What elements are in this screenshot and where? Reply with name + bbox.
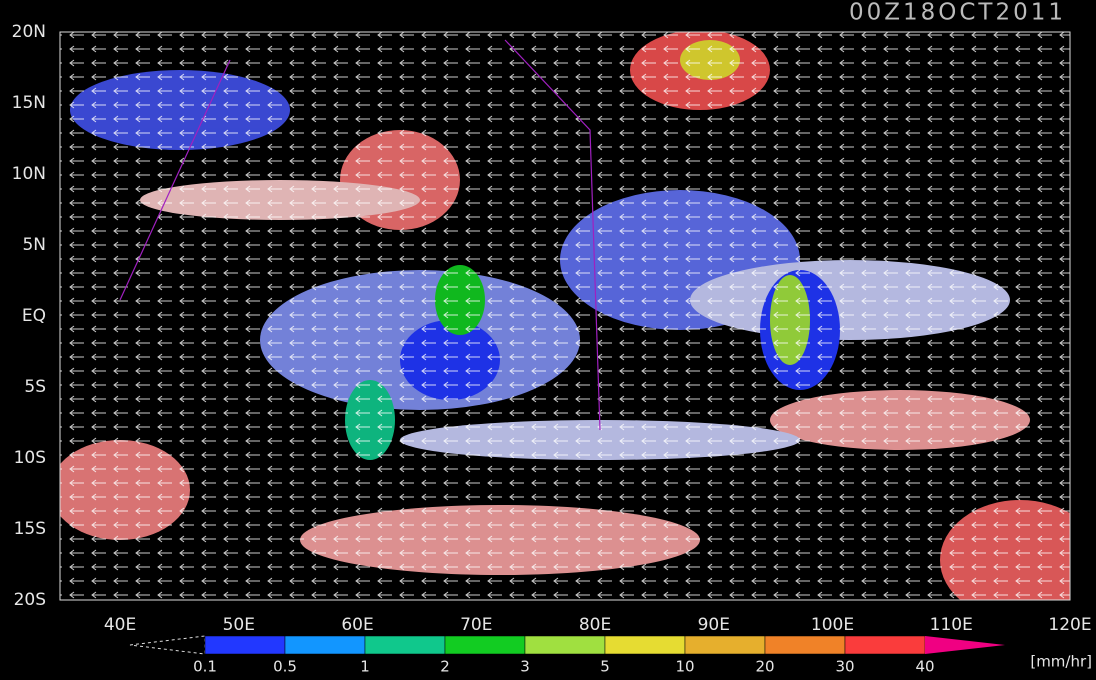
map-field [60,32,1070,600]
colorbar-label: 30 [835,658,854,676]
lat-label: 10S [14,448,46,468]
colorbar-label: 40 [915,658,934,676]
lat-label: 20N [12,22,46,42]
lat-label: 15S [14,519,46,539]
lon-label: 90E [698,615,730,635]
lon-label: 50E [223,615,255,635]
colorbar: 0.1 0.5 1 2 3 5 10 20 30 40 [129,635,1005,676]
lon-label: 120E [1048,615,1091,635]
colorbar-swatch [604,635,686,655]
lon-labels: 40E 50E 60E 70E 80E 90E 100E 110E 120E [104,615,1092,635]
lon-label: 80E [579,615,611,635]
map-title: 00Z18OCT2011 [849,0,1066,26]
colorbar-swatch [524,635,606,655]
colorbar-swatch [444,635,526,655]
colorbar-label: 20 [755,658,774,676]
lat-label: EQ [22,306,46,326]
lon-label: 110E [930,615,973,635]
colorbar-label: 0.1 [193,658,217,676]
colorbar-under-triangle [129,635,206,655]
colorbar-swatch [764,635,846,655]
lon-label: 60E [341,615,373,635]
lat-label: 5S [24,377,46,397]
lon-label: 40E [104,615,136,635]
map-frame [59,31,1071,601]
lat-label: 10N [12,164,46,184]
colorbar-swatch [284,635,366,655]
colorbar-swatch [684,635,766,655]
colorbar-label: 5 [600,658,610,676]
lon-label: 100E [811,615,854,635]
colorbar-over-triangle [925,636,1005,654]
colorbar-label: 2 [440,658,450,676]
colorbar-label: 3 [520,658,530,676]
colorbar-label: 0.5 [273,658,297,676]
colorbar-swatch [844,635,926,655]
colorbar-unit: [mm/hr] [1030,653,1092,671]
lat-labels: 20N 15N 10N 5N EQ 5S 10S 15S 20S [12,22,46,610]
lat-label: 15N [12,93,46,113]
lat-label: 5N [22,235,46,255]
lat-label: 20S [14,590,46,610]
colorbar-label: 10 [675,658,694,676]
colorbar-label: 1 [360,658,370,676]
colorbar-swatch [204,635,286,655]
lon-label: 70E [460,615,492,635]
colorbar-swatch [364,635,446,655]
